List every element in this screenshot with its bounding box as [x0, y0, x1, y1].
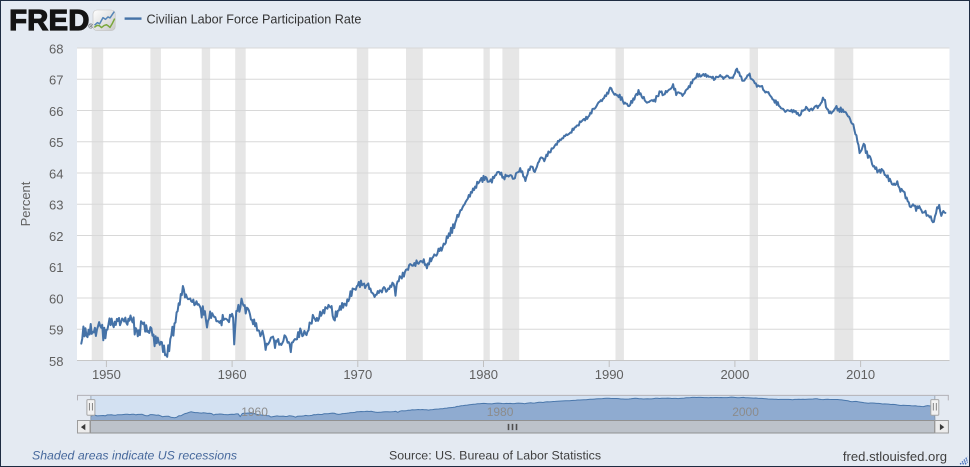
- svg-text:62: 62: [49, 229, 63, 244]
- svg-text:1960: 1960: [218, 367, 247, 382]
- svg-text:65: 65: [49, 135, 63, 150]
- svg-text:2000: 2000: [732, 405, 759, 419]
- svg-text:1980: 1980: [487, 405, 514, 419]
- svg-text:66: 66: [49, 104, 63, 119]
- svg-text:Source: US. Bureau of Labor St: Source: US. Bureau of Labor Statistics: [389, 448, 601, 462]
- svg-text:63: 63: [49, 198, 63, 213]
- svg-text:2000: 2000: [720, 367, 749, 382]
- svg-text:1980: 1980: [469, 367, 498, 382]
- svg-text:60: 60: [49, 291, 63, 306]
- svg-text:64: 64: [49, 166, 63, 181]
- svg-text:1970: 1970: [343, 367, 372, 382]
- svg-text:Shaded areas indicate US reces: Shaded areas indicate US recessions: [32, 448, 237, 462]
- svg-text:61: 61: [49, 260, 63, 275]
- svg-text:Civilian Labor Force Participa: Civilian Labor Force Participation Rate: [147, 12, 362, 26]
- svg-text:fred.stlouisfed.org: fred.stlouisfed.org: [843, 449, 947, 464]
- svg-text:1960: 1960: [241, 405, 268, 419]
- svg-text:59: 59: [49, 323, 63, 338]
- svg-text:®: ®: [88, 22, 93, 30]
- svg-text:58: 58: [49, 354, 63, 369]
- svg-text:2010: 2010: [846, 367, 875, 382]
- svg-text:Percent: Percent: [18, 181, 33, 226]
- svg-text:67: 67: [49, 73, 63, 88]
- svg-text:68: 68: [49, 41, 63, 56]
- svg-text:FRED: FRED: [9, 5, 90, 37]
- svg-text:1950: 1950: [92, 367, 121, 382]
- svg-text:1990: 1990: [595, 367, 624, 382]
